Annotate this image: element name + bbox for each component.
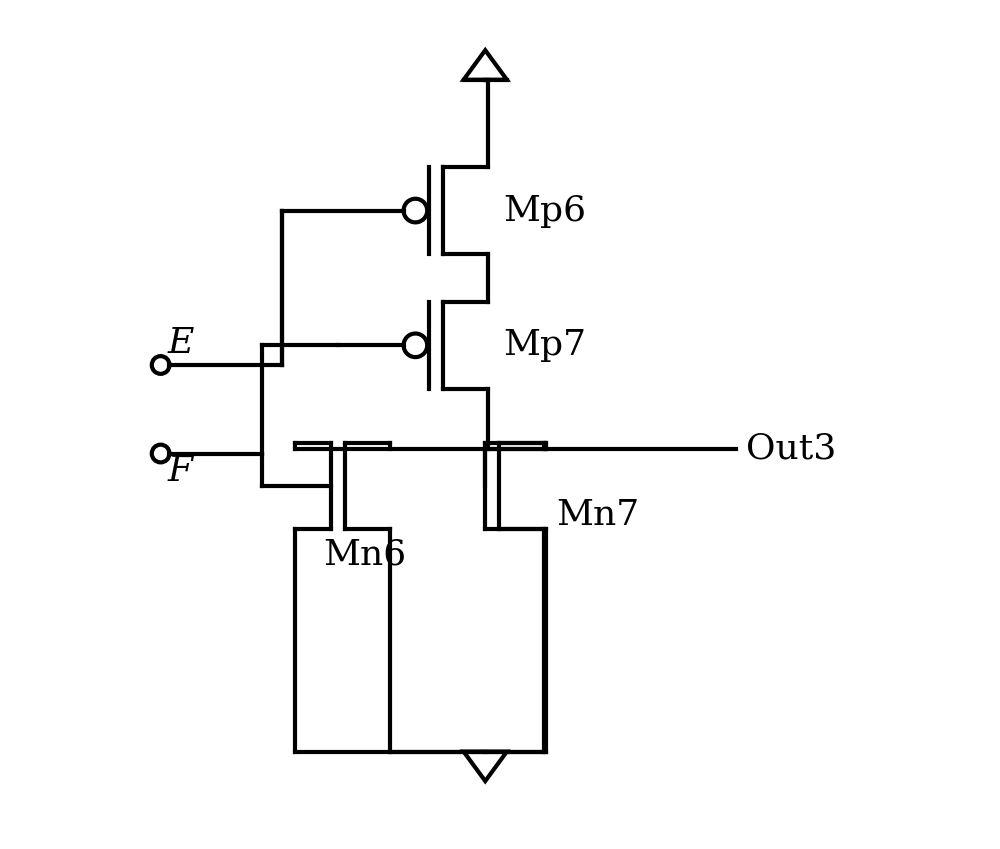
Text: Mp7: Mp7 [503, 329, 586, 363]
Text: Mp6: Mp6 [503, 194, 586, 228]
Text: F: F [168, 454, 193, 488]
Text: Mn6: Mn6 [323, 537, 406, 572]
Text: E: E [168, 326, 194, 360]
Text: Out3: Out3 [746, 431, 836, 465]
Text: Mn7: Mn7 [556, 498, 639, 532]
